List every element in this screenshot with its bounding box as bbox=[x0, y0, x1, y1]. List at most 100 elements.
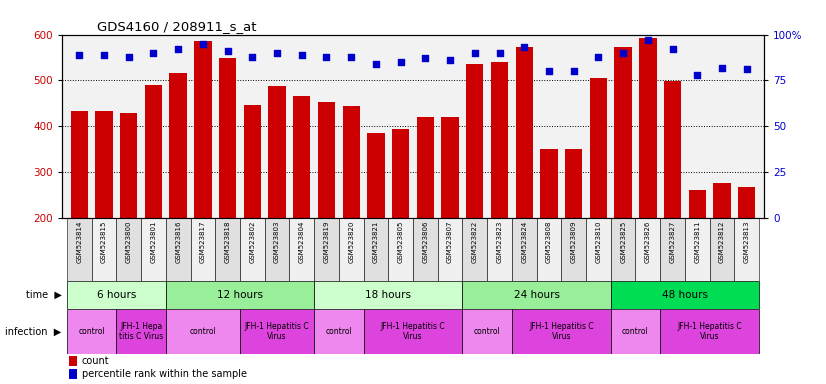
Bar bbox=[540, 149, 558, 218]
Bar bbox=[314, 218, 339, 281]
Point bbox=[320, 53, 333, 60]
Bar bbox=[639, 38, 657, 218]
Bar bbox=[141, 218, 166, 281]
Text: JFH-1 Hepatitis C
Virus: JFH-1 Hepatitis C Virus bbox=[381, 322, 445, 341]
Bar bbox=[116, 310, 166, 354]
Text: GSM523813: GSM523813 bbox=[743, 221, 750, 263]
Text: JFH-1 Hepatitis C
Virus: JFH-1 Hepatitis C Virus bbox=[529, 322, 594, 341]
Text: JFH-1 Hepatitis C
Virus: JFH-1 Hepatitis C Virus bbox=[677, 322, 742, 341]
Bar bbox=[363, 310, 463, 354]
Point bbox=[369, 61, 382, 67]
Bar bbox=[466, 65, 483, 218]
Text: GSM523827: GSM523827 bbox=[670, 221, 676, 263]
Bar bbox=[191, 218, 216, 281]
Point bbox=[295, 52, 308, 58]
Bar bbox=[240, 310, 314, 354]
Text: 12 hours: 12 hours bbox=[217, 290, 263, 300]
Point bbox=[691, 72, 704, 78]
Bar bbox=[169, 73, 187, 218]
Text: GSM523814: GSM523814 bbox=[76, 221, 83, 263]
Text: GSM523812: GSM523812 bbox=[719, 221, 725, 263]
Bar bbox=[67, 310, 116, 354]
Bar bbox=[216, 218, 240, 281]
Point bbox=[344, 53, 358, 60]
Text: GSM523802: GSM523802 bbox=[249, 221, 255, 263]
Point bbox=[444, 57, 457, 63]
Text: GSM523805: GSM523805 bbox=[397, 221, 404, 263]
Bar bbox=[416, 117, 434, 218]
Bar bbox=[314, 281, 463, 310]
Point bbox=[172, 46, 185, 52]
Point bbox=[468, 50, 482, 56]
Text: GSM523823: GSM523823 bbox=[496, 221, 502, 263]
Point bbox=[715, 65, 729, 71]
Bar bbox=[70, 111, 88, 218]
Bar bbox=[166, 310, 240, 354]
Bar bbox=[562, 218, 586, 281]
Point bbox=[591, 53, 605, 60]
Bar bbox=[586, 218, 610, 281]
Bar bbox=[512, 310, 610, 354]
Text: GSM523825: GSM523825 bbox=[620, 221, 626, 263]
Text: infection  ▶: infection ▶ bbox=[5, 327, 61, 337]
Point bbox=[567, 68, 581, 74]
Text: control: control bbox=[622, 327, 649, 336]
Bar bbox=[392, 129, 410, 218]
Bar bbox=[166, 218, 191, 281]
Bar bbox=[314, 310, 363, 354]
Bar bbox=[491, 62, 508, 218]
Text: GSM523810: GSM523810 bbox=[596, 221, 601, 263]
Bar bbox=[293, 96, 311, 218]
Bar bbox=[441, 118, 458, 218]
Bar bbox=[244, 105, 261, 218]
Bar bbox=[363, 218, 388, 281]
Text: GSM523809: GSM523809 bbox=[571, 221, 577, 263]
Bar bbox=[635, 218, 660, 281]
Point bbox=[543, 68, 556, 74]
Text: GSM523822: GSM523822 bbox=[472, 221, 477, 263]
Text: GSM523815: GSM523815 bbox=[101, 221, 107, 263]
Point bbox=[97, 52, 111, 58]
Bar bbox=[685, 218, 710, 281]
Text: GSM523826: GSM523826 bbox=[645, 221, 651, 263]
Text: control: control bbox=[325, 327, 352, 336]
Bar bbox=[339, 218, 363, 281]
Text: GSM523800: GSM523800 bbox=[126, 221, 131, 263]
Bar bbox=[388, 218, 413, 281]
Point bbox=[221, 48, 235, 54]
Bar bbox=[264, 218, 289, 281]
Bar bbox=[610, 281, 759, 310]
Bar bbox=[69, 369, 78, 379]
Bar bbox=[92, 218, 116, 281]
Bar bbox=[67, 281, 166, 310]
Bar bbox=[710, 218, 734, 281]
Point bbox=[740, 66, 753, 73]
Text: control: control bbox=[78, 327, 105, 336]
Text: GSM523804: GSM523804 bbox=[299, 221, 305, 263]
Bar bbox=[664, 81, 681, 218]
Point bbox=[493, 50, 506, 56]
Text: GSM523816: GSM523816 bbox=[175, 221, 181, 263]
Bar bbox=[660, 310, 759, 354]
Bar bbox=[413, 218, 438, 281]
Bar bbox=[145, 85, 162, 218]
Text: 6 hours: 6 hours bbox=[97, 290, 136, 300]
Bar bbox=[116, 218, 141, 281]
Text: control: control bbox=[189, 327, 216, 336]
Point bbox=[147, 50, 160, 56]
Text: GSM523803: GSM523803 bbox=[274, 221, 280, 263]
Bar bbox=[565, 149, 582, 218]
Bar bbox=[515, 47, 533, 218]
Bar bbox=[69, 356, 78, 366]
Text: GSM523811: GSM523811 bbox=[695, 221, 700, 263]
Text: GSM523819: GSM523819 bbox=[324, 221, 330, 263]
Text: GDS4160 / 208911_s_at: GDS4160 / 208911_s_at bbox=[97, 20, 257, 33]
Point bbox=[122, 53, 135, 60]
Text: GSM523801: GSM523801 bbox=[150, 221, 156, 263]
Bar bbox=[166, 281, 314, 310]
Bar bbox=[438, 218, 463, 281]
Bar bbox=[219, 58, 236, 218]
Bar bbox=[240, 218, 264, 281]
Text: GSM523806: GSM523806 bbox=[422, 221, 429, 263]
Text: count: count bbox=[82, 356, 109, 366]
